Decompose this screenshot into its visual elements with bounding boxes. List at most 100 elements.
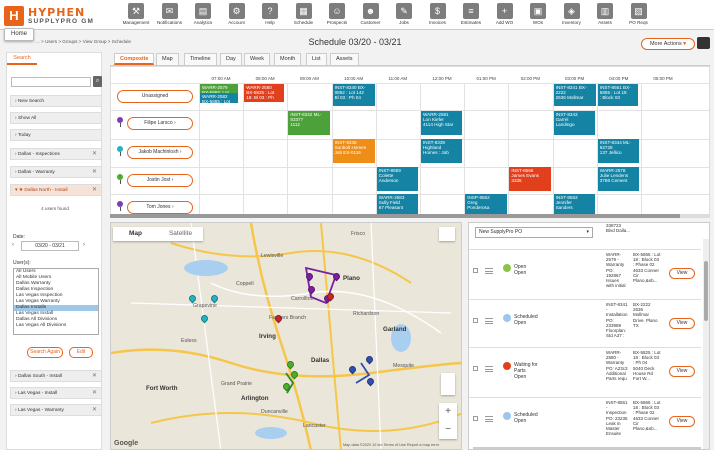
hyphen-logo[interactable]: H HYPHEN SUPPLYPRO GM: [4, 4, 124, 28]
schedule-job-block[interactable]: WARR-2579 BX-5865: Lot 18: Block 03: [200, 84, 238, 94]
resource-jostin-jost[interactable]: Jostin Jost ›: [127, 174, 193, 187]
user-option[interactable]: Las Vegas Warranty: [16, 299, 60, 304]
close-icon[interactable]: ✕: [91, 373, 97, 379]
fullscreen-icon[interactable]: [439, 227, 455, 241]
scrollbar-thumb[interactable]: [110, 214, 680, 218]
nav-item-help[interactable]: ? Help: [254, 3, 286, 30]
saved-filter-dallas-warranty[interactable]: › Dallas - Warranty ✕: [10, 166, 102, 178]
nav-item-invoices[interactable]: $ Invoices: [422, 3, 454, 30]
close-icon[interactable]: ✕: [91, 187, 97, 193]
schedule-job-block[interactable]: WARR-2580 BX-5825 : Lot 18: Bl 03 : Ph: [244, 84, 285, 102]
tab-search[interactable]: Search: [7, 53, 37, 65]
nav-item-notifications[interactable]: ✉ Notifications: [154, 3, 186, 30]
map-marker-icon[interactable]: [281, 381, 292, 393]
schedule-job-block[interactable]: INST-8561 BX- 5865 : Lot 18 : Block 03: [597, 84, 638, 106]
user-option[interactable]: Las Vegas Install: [16, 311, 53, 316]
list-filter-select[interactable]: New SupplyPro PO ▾: [475, 227, 593, 238]
map-marker-icon[interactable]: [325, 291, 336, 303]
row-checkbox[interactable]: [473, 416, 478, 421]
work-order-row[interactable]: Scheduled Open INST-8561 - Inspection PO:…: [469, 397, 701, 445]
view-button[interactable]: View: [669, 318, 695, 329]
schedule-job-block[interactable]: INST-8343 Garrel Landingo: [553, 111, 595, 135]
schedule-job-block[interactable]: WARR-2578 Julie Lendens 3786 Cement: [597, 167, 640, 191]
tab-list[interactable]: List: [306, 53, 327, 65]
resource-filipe-larsco[interactable]: Filipe Larsco ›: [127, 117, 193, 130]
zoom-in-icon[interactable]: +: [445, 406, 451, 417]
tab-week[interactable]: Week: [244, 53, 270, 65]
tab-satellite[interactable]: Satellite: [168, 230, 193, 237]
map-marker-icon[interactable]: [304, 271, 315, 283]
nav-item-wos[interactable]: ▣ WOs: [522, 3, 554, 30]
schedule-job-block[interactable]: WARR-2583 Sully Field 67 Pleasant: [376, 194, 419, 215]
grid-scrollbar[interactable]: [110, 214, 710, 218]
nav-item-estimates[interactable]: ≡ Estimates: [455, 3, 487, 30]
row-checkbox[interactable]: [473, 366, 478, 371]
resource-jakob-machinlosh[interactable]: Jakob Machinlosh ›: [127, 146, 193, 159]
scrollbar-thumb[interactable]: [704, 261, 708, 321]
work-order-row[interactable]: Open Open WARR- 2579 - Warranty PO: 19286…: [469, 249, 701, 297]
tab-map[interactable]: Map: [129, 230, 142, 237]
user-option[interactable]: All Mobile Users: [16, 275, 52, 280]
map-marker-icon[interactable]: [365, 376, 376, 388]
schedule-job-block[interactable]: INST-8559 Colette Anderson: [376, 167, 419, 191]
chevron-left-icon[interactable]: ‹: [12, 242, 14, 248]
tab-composite[interactable]: Composite: [114, 53, 155, 65]
edit-button[interactable]: Edit: [69, 347, 93, 358]
nav-item-customer[interactable]: ☻ Customer: [355, 3, 387, 30]
resource-tom-jones[interactable]: Tom Jones ›: [127, 201, 193, 214]
nav-item-analytics[interactable]: ▤ Analytics: [187, 3, 219, 30]
schedule-job-block[interactable]: INST-8563 Jennifer Sanders: [553, 194, 595, 215]
map-marker-icon[interactable]: [364, 354, 375, 366]
drag-handle-icon[interactable]: [485, 416, 493, 422]
drag-handle-icon[interactable]: [485, 366, 493, 372]
saved-filter-las-vegas-install[interactable]: › Las Vegas - Install ✕: [10, 387, 102, 399]
work-order-row[interactable]: Scheduled Open INST-8341 - Installation P…: [469, 299, 701, 347]
tab-map[interactable]: Map: [156, 53, 179, 65]
search-input[interactable]: [11, 77, 91, 87]
map-marker-icon[interactable]: [187, 293, 198, 305]
list-horizontal-scrollbar[interactable]: [473, 447, 701, 449]
nav-item-inventory[interactable]: ◈ Inventory: [556, 3, 588, 30]
map-marker-icon[interactable]: [331, 271, 342, 283]
user-option[interactable]: All Users: [16, 269, 36, 274]
user-option[interactable]: Las Vegas Inspection: [16, 293, 63, 298]
schedule-job-block[interactable]: INST-8341 BX- 2222 2636 Mollmar: [553, 84, 596, 106]
expand-icon[interactable]: [697, 37, 710, 49]
search-again-button[interactable]: Search Again: [27, 347, 63, 358]
street-view-pegman-icon[interactable]: [441, 373, 455, 395]
map-panel[interactable]: Lewisville Carrollton Plano Richardson Garla…: [110, 222, 462, 450]
chevron-right-icon[interactable]: ›: [83, 242, 85, 248]
row-checkbox[interactable]: [473, 318, 478, 323]
schedule-job-block[interactable]: INST-8566 James Evans 3335: [509, 167, 551, 191]
close-icon[interactable]: ✕: [91, 390, 97, 396]
search-icon[interactable]: ⌕: [93, 76, 102, 87]
saved-filter-dallas-south-install[interactable]: › Dallas South - Install ✕: [10, 370, 102, 382]
schedule-job-block[interactable]: INST-8338 Sunbolt Homes Job EX-0116: [332, 139, 375, 163]
user-option[interactable]: Las Vegas All Divisions: [16, 323, 67, 328]
tab-day[interactable]: Day: [220, 53, 242, 65]
user-option[interactable]: Dallas Installs: [14, 305, 98, 311]
user-option[interactable]: Dallas All Divisions: [16, 317, 58, 322]
saved-filter-dallas-inspections[interactable]: › Dallas - Inspections ✕: [10, 148, 102, 160]
view-button[interactable]: View: [669, 366, 695, 377]
map-marker-icon[interactable]: [199, 313, 210, 325]
drag-handle-icon[interactable]: [485, 318, 493, 324]
nav-item-po-reqs[interactable]: ▧ PO Reqs: [623, 3, 655, 30]
schedule-job-block[interactable]: WARR-2582 BX-5865 : Lot 18: Bl 03: [200, 93, 238, 103]
nav-item-account[interactable]: ⚙ Account: [221, 3, 253, 30]
tab-month[interactable]: Month: [274, 53, 302, 65]
nav-item-management[interactable]: ⚒ Management: [120, 3, 152, 30]
user-option[interactable]: Dallas Warranty: [16, 281, 51, 286]
saved-filter-las-vegas-warranty[interactable]: › Las Vegas - Warranty ✕: [10, 404, 102, 416]
nav-item-prospects[interactable]: ☺ Prospects: [321, 3, 353, 30]
schedule-job-block[interactable]: INSP-8562 Greg Ponderosa: [465, 194, 507, 215]
home-tooltip[interactable]: Home: [4, 28, 34, 41]
map-marker-icon[interactable]: [306, 284, 317, 296]
sidebar-new-search[interactable]: › New Search: [10, 95, 102, 107]
map-attribution[interactable]: Map data ©2020 10 km Terms of Use Report…: [343, 443, 440, 447]
saved-filter-dallas-north-install[interactable]: ▾ ★ Dallas North - Install ✕: [10, 184, 102, 196]
map-marker-icon[interactable]: [209, 293, 220, 305]
nav-item-jobs[interactable]: ✎ Jobs: [388, 3, 420, 30]
nav-item-add-wo[interactable]: + Add WO: [489, 3, 521, 30]
tab-assets[interactable]: Assets: [330, 53, 359, 65]
